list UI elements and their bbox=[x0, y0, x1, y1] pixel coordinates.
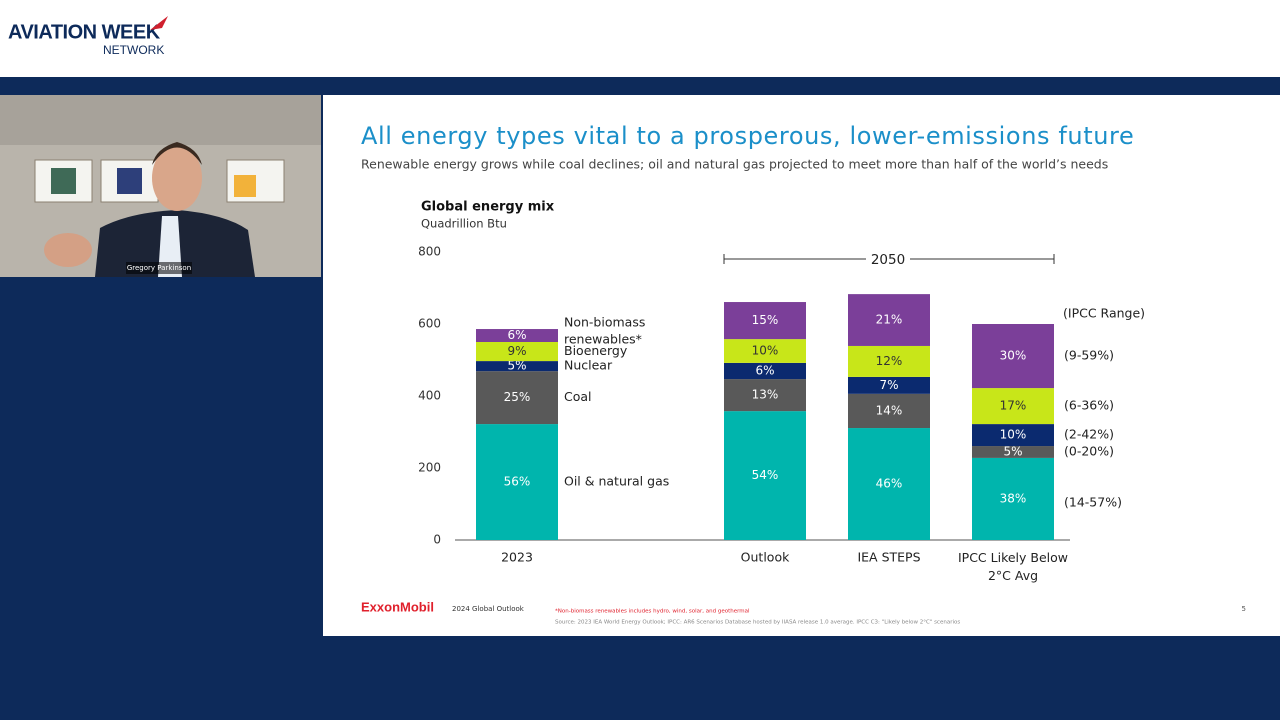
share-label: 54% bbox=[752, 468, 779, 482]
report-name: 2024 Global Outlook bbox=[452, 605, 525, 613]
chart-subtitle: Quadrillion Btu bbox=[421, 217, 507, 231]
x-tick-label: 2023 bbox=[501, 550, 533, 565]
slide-title: All energy types vital to a prosperous, … bbox=[361, 122, 1134, 150]
bar-segment bbox=[848, 428, 930, 540]
legend-label: Oil & natural gas bbox=[564, 474, 669, 489]
range-label: (9-59%) bbox=[1064, 348, 1114, 363]
artwork bbox=[51, 168, 76, 194]
legend-label: Bioenergy bbox=[564, 343, 628, 358]
bar-segment bbox=[848, 345, 930, 377]
x-tick-label: IEA STEPS bbox=[857, 550, 920, 565]
share-label: 5% bbox=[1003, 444, 1022, 458]
bar-segment bbox=[724, 411, 806, 540]
annotation: 2050 bbox=[871, 252, 905, 268]
share-label: 21% bbox=[876, 313, 903, 327]
share-label: 25% bbox=[504, 390, 531, 404]
share-label: 14% bbox=[876, 403, 903, 417]
share-label: 10% bbox=[752, 344, 779, 358]
range-title: (IPCC Range) bbox=[1063, 306, 1145, 321]
y-tick-label: 0 bbox=[433, 533, 441, 547]
share-label: 6% bbox=[755, 363, 774, 377]
bar-segment bbox=[476, 361, 558, 372]
chart: 0 200 400 600 800 56% Oil & natural gas 25% Coal… bbox=[418, 245, 1145, 583]
range-label: (0-20%) bbox=[1064, 443, 1114, 458]
bar-segment bbox=[972, 388, 1054, 425]
logo-mark bbox=[150, 16, 168, 30]
source: Source: 2023 IEA World Energy Outlook; I… bbox=[555, 620, 960, 626]
bar-segment bbox=[724, 302, 806, 340]
share-label: 46% bbox=[876, 477, 903, 491]
hair bbox=[152, 142, 202, 165]
bar-segment bbox=[476, 329, 558, 342]
share-label: 6% bbox=[507, 328, 526, 342]
chart-title: Global energy mix bbox=[421, 200, 555, 215]
artwork bbox=[234, 175, 256, 197]
range-label: (6-36%) bbox=[1064, 398, 1114, 413]
name-tag-bg bbox=[126, 262, 192, 274]
ceiling bbox=[0, 95, 321, 145]
share-label: 9% bbox=[507, 344, 526, 358]
share-label: 7% bbox=[879, 378, 898, 392]
brand: ExxonMobil bbox=[361, 599, 434, 614]
logo-sub: NETWORK bbox=[103, 43, 164, 57]
logo-main: AVIATION WEEK bbox=[8, 21, 161, 43]
share-label: 13% bbox=[752, 388, 779, 402]
bar-segment bbox=[848, 393, 930, 429]
y-tick-label: 400 bbox=[418, 389, 441, 403]
bar-segment bbox=[476, 342, 558, 362]
legend-label: Nuclear bbox=[564, 358, 613, 373]
share-label: 56% bbox=[504, 475, 531, 489]
speaker-name: Gregory Parkinson bbox=[127, 264, 191, 272]
share-label: 30% bbox=[1000, 349, 1027, 363]
footnote: *Non-biomass renewables includes hydro, … bbox=[555, 609, 750, 615]
bar-segment bbox=[972, 324, 1054, 389]
face bbox=[152, 145, 202, 211]
bar-segment bbox=[724, 379, 806, 412]
bar-segment bbox=[476, 371, 558, 425]
bar-segment bbox=[972, 457, 1054, 540]
legend-label: Coal bbox=[564, 389, 592, 404]
share-label: 38% bbox=[1000, 491, 1027, 505]
slide-subtitle: Renewable energy grows while coal declin… bbox=[361, 157, 1108, 172]
bar-segment bbox=[972, 446, 1054, 458]
bar-segment bbox=[972, 424, 1054, 447]
artwork bbox=[117, 168, 142, 194]
bar-segment bbox=[848, 294, 930, 346]
y-tick-label: 200 bbox=[418, 461, 441, 475]
bar-segment bbox=[724, 339, 806, 363]
share-label: 15% bbox=[752, 313, 779, 327]
y-tick-label: 600 bbox=[418, 317, 441, 331]
bar-segment bbox=[476, 424, 558, 540]
hand bbox=[44, 233, 92, 267]
y-tick-label: 800 bbox=[418, 245, 441, 259]
x-tick-label: IPCC Likely Below 2°C Avg bbox=[958, 550, 1068, 583]
share-label: 5% bbox=[507, 359, 526, 373]
share-label: 12% bbox=[876, 354, 903, 368]
x-tick-label: Outlook bbox=[741, 550, 790, 565]
range-label: (14-57%) bbox=[1064, 494, 1122, 509]
legend-label: Non-biomass renewables* bbox=[564, 314, 645, 346]
speaker-video: Gregory Parkinson bbox=[0, 95, 321, 277]
bar-segment bbox=[848, 376, 930, 394]
bar-segment bbox=[724, 362, 806, 380]
header-band bbox=[0, 0, 1280, 77]
page-number: 5 bbox=[1242, 605, 1246, 613]
range-label: (2-42%) bbox=[1064, 427, 1114, 442]
share-label: 17% bbox=[1000, 399, 1027, 413]
shirt bbox=[158, 216, 182, 277]
share-label: 10% bbox=[1000, 428, 1027, 442]
